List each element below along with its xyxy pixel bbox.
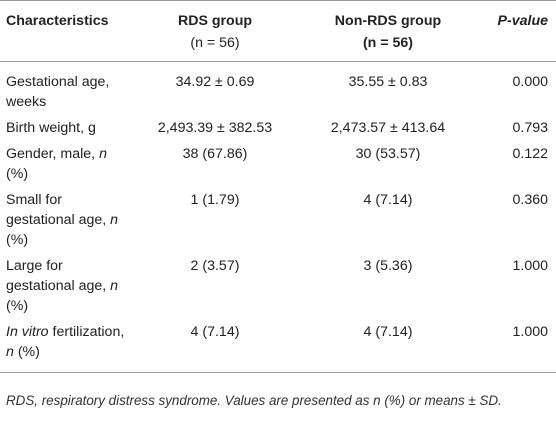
table-row: Small for gestational age, n (%) 1 (1.79…: [0, 187, 556, 253]
label-text: Small for gestational age,: [6, 192, 111, 228]
header-empty-cell: [0, 33, 130, 62]
label-text: Gender, male,: [6, 146, 100, 162]
row-label-gestational-age: Gestational age, weeks: [6, 74, 110, 110]
label-text: (%): [13, 344, 40, 360]
label-italic-n: n: [110, 212, 119, 228]
cell-p-value: 0.793: [512, 120, 548, 136]
header-non-rds-n: (n = 56): [300, 33, 476, 62]
header-characteristics: Characteristics: [0, 0, 130, 33]
label-text: Large for gestational age,: [6, 258, 111, 294]
cell-rds-value: 4 (7.14): [130, 319, 300, 373]
table-header: Characteristics RDS group Non-RDS group …: [0, 0, 556, 62]
cell-rds-value: 2,493.39 ± 382.53: [157, 120, 273, 136]
characteristics-table: Characteristics RDS group Non-RDS group …: [0, 0, 556, 373]
cell-rds-value: 2 (3.57): [190, 258, 240, 274]
header-row-counts: (n = 56) (n = 56): [0, 33, 556, 62]
cell-p-value: 1.000: [476, 319, 556, 373]
table-row: Gender, male, n (%) 38 (67.86) 30 (53.57…: [0, 141, 556, 187]
row-label-small-for-gestational-age: Small for gestational age, n (%): [0, 187, 130, 253]
cell-non-rds-value: 35.55 ± 0.83: [348, 74, 428, 90]
characteristics-table-container: Characteristics RDS group Non-RDS group …: [0, 0, 556, 373]
header-non-rds-group: Non-RDS group: [300, 0, 476, 33]
table-row: In vitro fertilization, n (%) 4 (7.14) 4…: [0, 319, 556, 373]
header-p-value: P-value: [476, 0, 556, 33]
label-italic-n: n: [99, 146, 107, 162]
cell-rds-value: 1 (1.79): [190, 192, 240, 208]
cell-non-rds-value: 30 (53.57): [355, 146, 421, 162]
label-italic-in-vitro: In vitro: [6, 324, 49, 340]
cell-non-rds-value: 4 (7.14): [363, 192, 413, 208]
row-label-birth-weight: Birth weight, g: [6, 120, 96, 136]
header-row-titles: Characteristics RDS group Non-RDS group …: [0, 0, 556, 33]
table-row: Birth weight, g 2,493.39 ± 382.53 2,473.…: [0, 115, 556, 141]
header-rds-n: (n = 56): [130, 33, 300, 62]
cell-rds-value: 34.92 ± 0.69: [175, 74, 255, 90]
row-label-large-for-gestational-age: Large for gestational age, n (%): [0, 253, 130, 319]
table-row: Gestational age, weeks 34.92 ± 0.69 35.5…: [0, 62, 556, 116]
cell-rds-value: 38 (67.86): [182, 146, 248, 162]
header-empty-cell: [476, 33, 556, 62]
table-body: Gestational age, weeks 34.92 ± 0.69 35.5…: [0, 62, 556, 373]
cell-p-value: 0.000: [512, 74, 548, 90]
label-text: fertilization,: [48, 324, 125, 340]
label-italic-n: n: [6, 344, 14, 360]
cell-non-rds-value: 4 (7.14): [300, 319, 476, 373]
row-label-in-vitro-fertilization: In vitro fertilization, n (%): [0, 319, 130, 373]
cell-p-value: 0.360: [512, 192, 548, 208]
cell-p-value: 0.122: [512, 146, 548, 162]
label-text: (%): [6, 298, 29, 314]
cell-non-rds-value: 3 (5.36): [363, 258, 413, 274]
label-text: (%): [6, 166, 29, 182]
label-italic-n: n: [110, 278, 119, 294]
table-footnote: RDS, respiratory distress syndrome. Valu…: [6, 393, 502, 408]
label-text: (%): [6, 232, 29, 248]
table-row: Large for gestational age, n (%) 2 (3.57…: [0, 253, 556, 319]
cell-p-value: 1.000: [512, 258, 548, 274]
row-label-gender-male: Gender, male, n (%): [0, 141, 130, 187]
header-rds-group: RDS group: [130, 0, 300, 33]
cell-non-rds-value: 2,473.57 ± 413.64: [330, 120, 446, 136]
